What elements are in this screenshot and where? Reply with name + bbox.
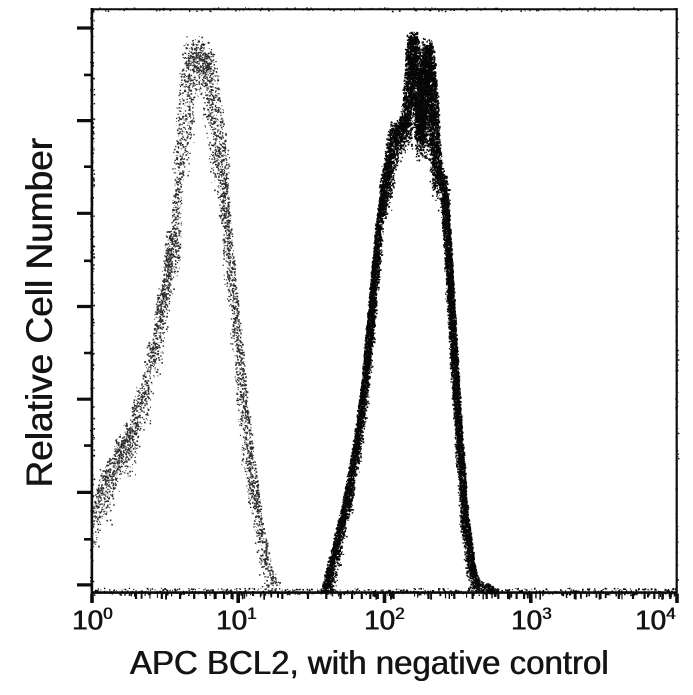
tick-exponent: 0 bbox=[102, 604, 113, 623]
x-axis-title: APC BCL2, with negative control bbox=[129, 644, 609, 681]
tick-exponent: 1 bbox=[246, 604, 257, 623]
tick-base: 10 bbox=[634, 604, 666, 636]
x-tick-label-1e0: 100 bbox=[57, 604, 127, 636]
tick-base: 10 bbox=[215, 604, 247, 636]
x-tick-label-1e4: 104 bbox=[620, 604, 690, 636]
x-tick-label-1e3: 103 bbox=[496, 604, 566, 636]
tick-base: 10 bbox=[510, 604, 542, 636]
tick-exponent: 4 bbox=[665, 604, 676, 623]
y-axis-title: Relative Cell Number bbox=[19, 138, 60, 488]
tick-exponent: 3 bbox=[541, 604, 552, 623]
x-tick-label-1e2: 102 bbox=[349, 604, 419, 636]
tick-base: 10 bbox=[71, 604, 103, 636]
tick-exponent: 2 bbox=[394, 604, 405, 623]
x-tick-label-1e1: 101 bbox=[201, 604, 271, 636]
tick-base: 10 bbox=[363, 604, 395, 636]
